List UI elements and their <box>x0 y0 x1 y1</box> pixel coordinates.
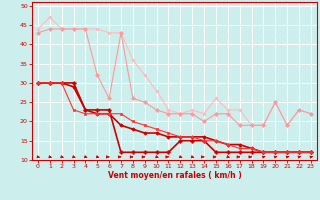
X-axis label: Vent moyen/en rafales ( km/h ): Vent moyen/en rafales ( km/h ) <box>108 171 241 180</box>
